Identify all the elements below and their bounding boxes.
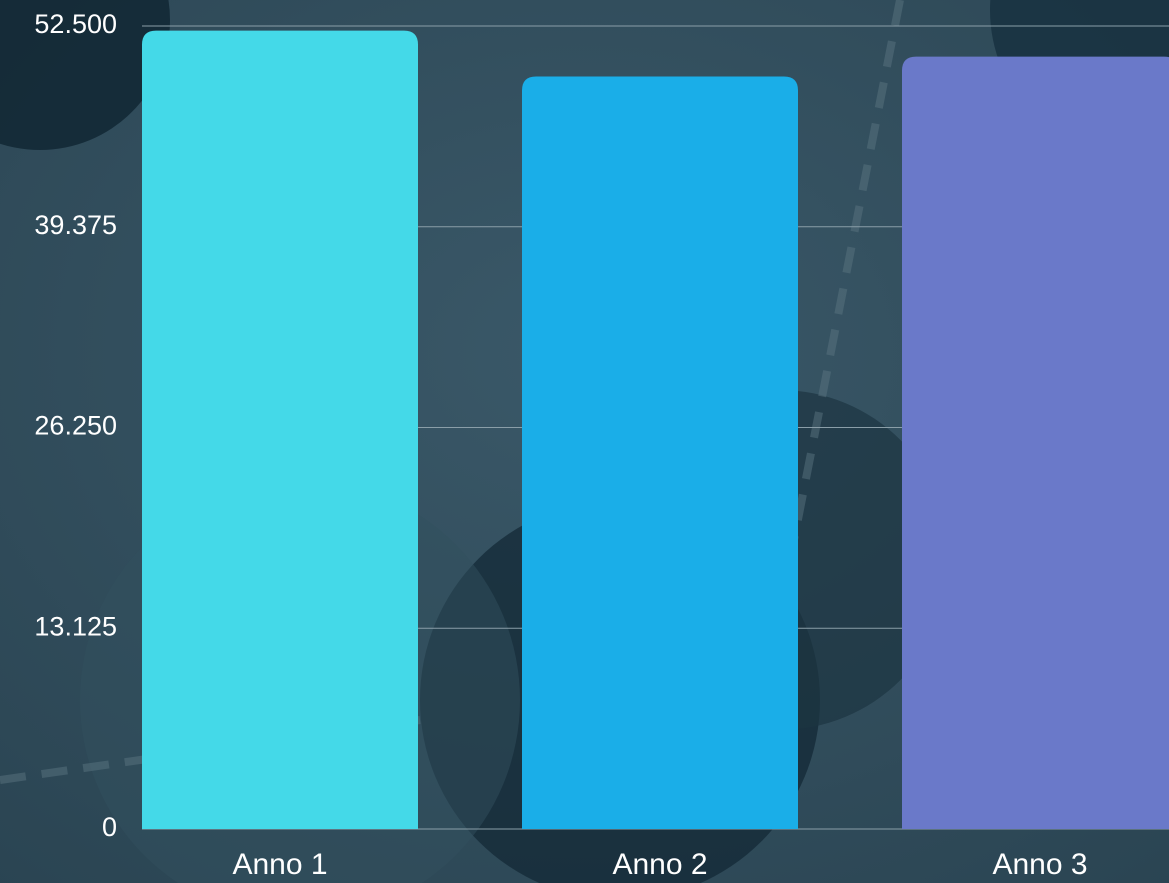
bar	[142, 30, 418, 830]
y-tick-label: 0	[102, 812, 117, 842]
x-tick-label: Anno 2	[612, 848, 707, 881]
plot: 0 13.125 26.250 39.375 52.500 Anno 1 Anno 2 Ann…	[34, 9, 1169, 881]
x-tick-label: Anno 1	[232, 848, 327, 881]
x-tick-label: Anno 3	[992, 848, 1087, 881]
y-tick-label: 26.250	[34, 411, 117, 441]
bar	[902, 56, 1169, 829]
decoration	[0, 0, 170, 150]
y-tick-label: 39.375	[34, 210, 117, 240]
decoration	[786, 0, 904, 561]
y-tick-label: 13.125	[34, 611, 117, 641]
bar	[522, 76, 798, 829]
y-tick-label: 52.500	[34, 9, 117, 39]
